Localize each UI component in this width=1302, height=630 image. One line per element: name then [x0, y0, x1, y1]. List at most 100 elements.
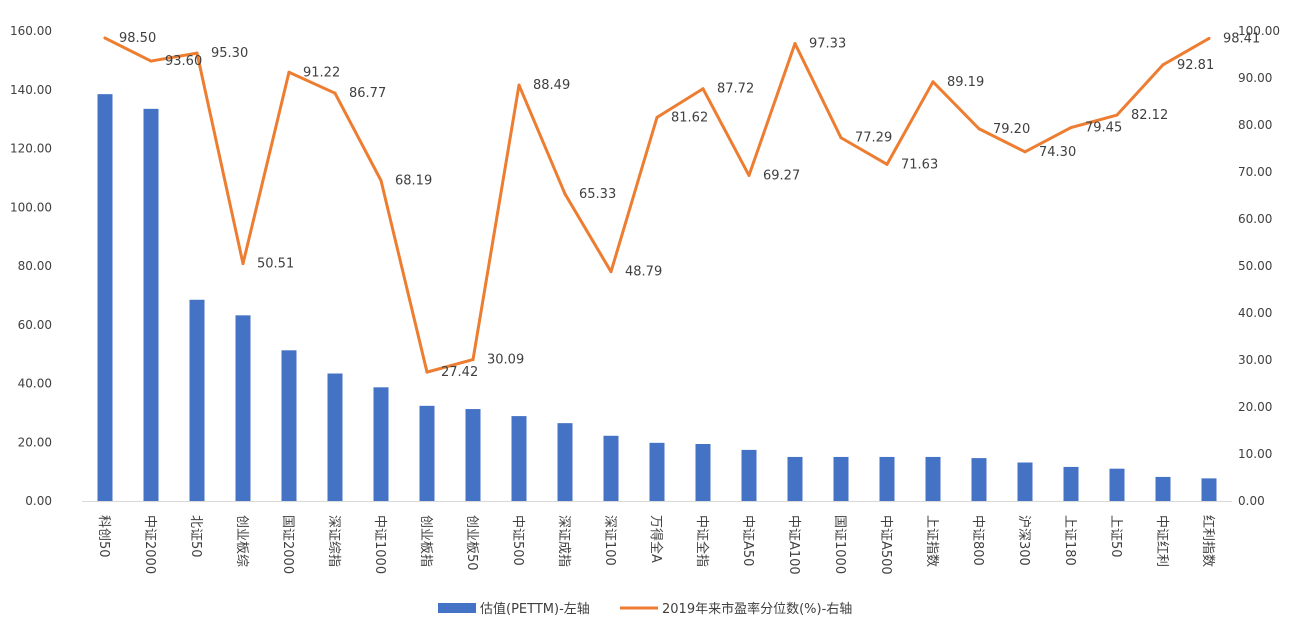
line-data-label: 48.79	[625, 265, 662, 280]
bar	[787, 456, 803, 501]
category-label: 中证A100	[786, 515, 801, 575]
bar	[879, 456, 895, 501]
line-point	[517, 83, 521, 87]
bar	[1017, 462, 1033, 501]
right-axis-tick-label: 10.00	[1238, 447, 1272, 461]
line-point	[609, 270, 613, 274]
line-data-label: 93.60	[165, 54, 202, 69]
bar	[1201, 478, 1217, 501]
line-point	[839, 136, 843, 140]
left-axis-tick-label: 80.00	[18, 259, 52, 273]
category-label: 深证100	[602, 515, 617, 566]
line-data-labels: 98.50 93.60 95.30 50.51 91.22 86.77 68.19 27.42…	[119, 31, 1260, 380]
line-point	[793, 42, 797, 46]
bar	[419, 405, 435, 501]
legend: 估值(PETTM)-左轴 2019年来市盈率分位数(%)-右轴	[438, 601, 852, 617]
bar	[373, 387, 389, 501]
bar	[235, 315, 251, 501]
line-point	[1161, 63, 1165, 67]
left-axis-tick-label: 40.00	[18, 377, 52, 391]
line-point	[701, 87, 705, 91]
left-axis: 0.00 20.00 40.00 60.00 80.00 100.00 120.00 140.…	[10, 24, 52, 508]
line-point	[977, 127, 981, 131]
line-data-label: 82.12	[1131, 108, 1168, 123]
line-point	[149, 59, 153, 63]
line-data-label: 88.49	[533, 78, 570, 93]
right-axis-tick-label: 90.00	[1238, 71, 1272, 85]
line-data-label: 79.45	[1085, 121, 1122, 136]
bar	[1109, 468, 1125, 501]
right-axis-tick-label: 40.00	[1238, 306, 1272, 320]
line-points	[103, 36, 1211, 374]
bar	[511, 416, 527, 501]
category-label: 国证2000	[280, 515, 295, 574]
category-label: 深证成指	[556, 515, 571, 567]
right-axis-tick-label: 20.00	[1238, 400, 1272, 414]
line-point	[1115, 113, 1119, 117]
line-data-label: 97.33	[809, 37, 846, 52]
line-data-label: 69.27	[763, 168, 800, 183]
line-data-label: 30.09	[487, 353, 524, 368]
bar	[971, 458, 987, 501]
line-point	[333, 91, 337, 95]
line-data-label: 95.30	[211, 46, 248, 61]
line-point	[655, 115, 659, 119]
category-label: 沪深300	[1016, 515, 1032, 566]
bar	[741, 449, 757, 501]
bar	[189, 299, 205, 501]
bar	[925, 456, 941, 501]
bar	[97, 94, 113, 501]
line-data-label: 81.62	[671, 110, 708, 125]
category-axis: 科创50 中证2000 北证50 创业板综 国证2000 深证综指 中证1000 创业板指 创业…	[96, 515, 1216, 575]
bar	[649, 442, 665, 501]
category-label: 创业板综	[234, 515, 249, 567]
right-axis-tick-label: 60.00	[1238, 212, 1272, 226]
right-axis-tick-label: 0.00	[1238, 494, 1265, 508]
line-data-label: 86.77	[349, 86, 386, 101]
line-series	[103, 36, 1211, 374]
line-data-label: 65.33	[579, 187, 616, 202]
category-label: 中证A500	[878, 515, 893, 575]
category-label: 红利指数	[1200, 515, 1216, 567]
right-axis-tick-label: 30.00	[1238, 353, 1272, 367]
bar	[1063, 466, 1079, 501]
line-point	[1207, 36, 1211, 40]
right-axis-tick-label: 100.00	[1238, 24, 1280, 38]
legend-label-bar: 估值(PETTM)-左轴	[480, 601, 590, 617]
category-label: 北证50	[188, 515, 203, 558]
line-data-label: 98.50	[119, 31, 156, 46]
line-data-label: 89.19	[947, 75, 984, 90]
line-data-label: 87.72	[717, 82, 754, 97]
left-axis-tick-label: 100.00	[10, 200, 52, 214]
left-axis-tick-label: 0.00	[25, 494, 52, 508]
line-point	[241, 262, 245, 266]
category-label: 中证红利	[1154, 515, 1170, 567]
right-axis-tick-label: 50.00	[1238, 259, 1272, 273]
right-axis: 0.00 10.00 20.00 30.00 40.00 50.00 60.00 70.00 8…	[1238, 24, 1280, 508]
line-point	[471, 358, 475, 362]
line-data-label: 79.20	[993, 122, 1030, 137]
bar	[465, 409, 481, 501]
bar	[281, 350, 297, 501]
category-label: 万得全A	[648, 515, 664, 563]
category-label: 科创50	[96, 515, 111, 558]
bar	[695, 444, 711, 501]
category-label: 上证指数	[924, 515, 939, 567]
bar	[143, 108, 159, 501]
line-point	[1069, 126, 1073, 130]
category-label: 上证50	[1108, 515, 1123, 558]
category-label: 创业板指	[418, 515, 433, 567]
line-data-label: 74.30	[1039, 145, 1076, 160]
left-axis-tick-label: 60.00	[18, 318, 52, 332]
category-label: 中证A50	[740, 515, 755, 566]
line-point	[195, 51, 199, 55]
right-axis-tick-label: 80.00	[1238, 118, 1272, 132]
line-point	[103, 36, 107, 40]
left-axis-tick-label: 140.00	[10, 83, 52, 97]
line-data-label: 71.63	[901, 157, 938, 172]
line-data-label: 50.51	[257, 257, 294, 272]
category-label: 深证综指	[326, 515, 341, 567]
line-path	[103, 36, 1211, 374]
line-point	[425, 370, 429, 374]
